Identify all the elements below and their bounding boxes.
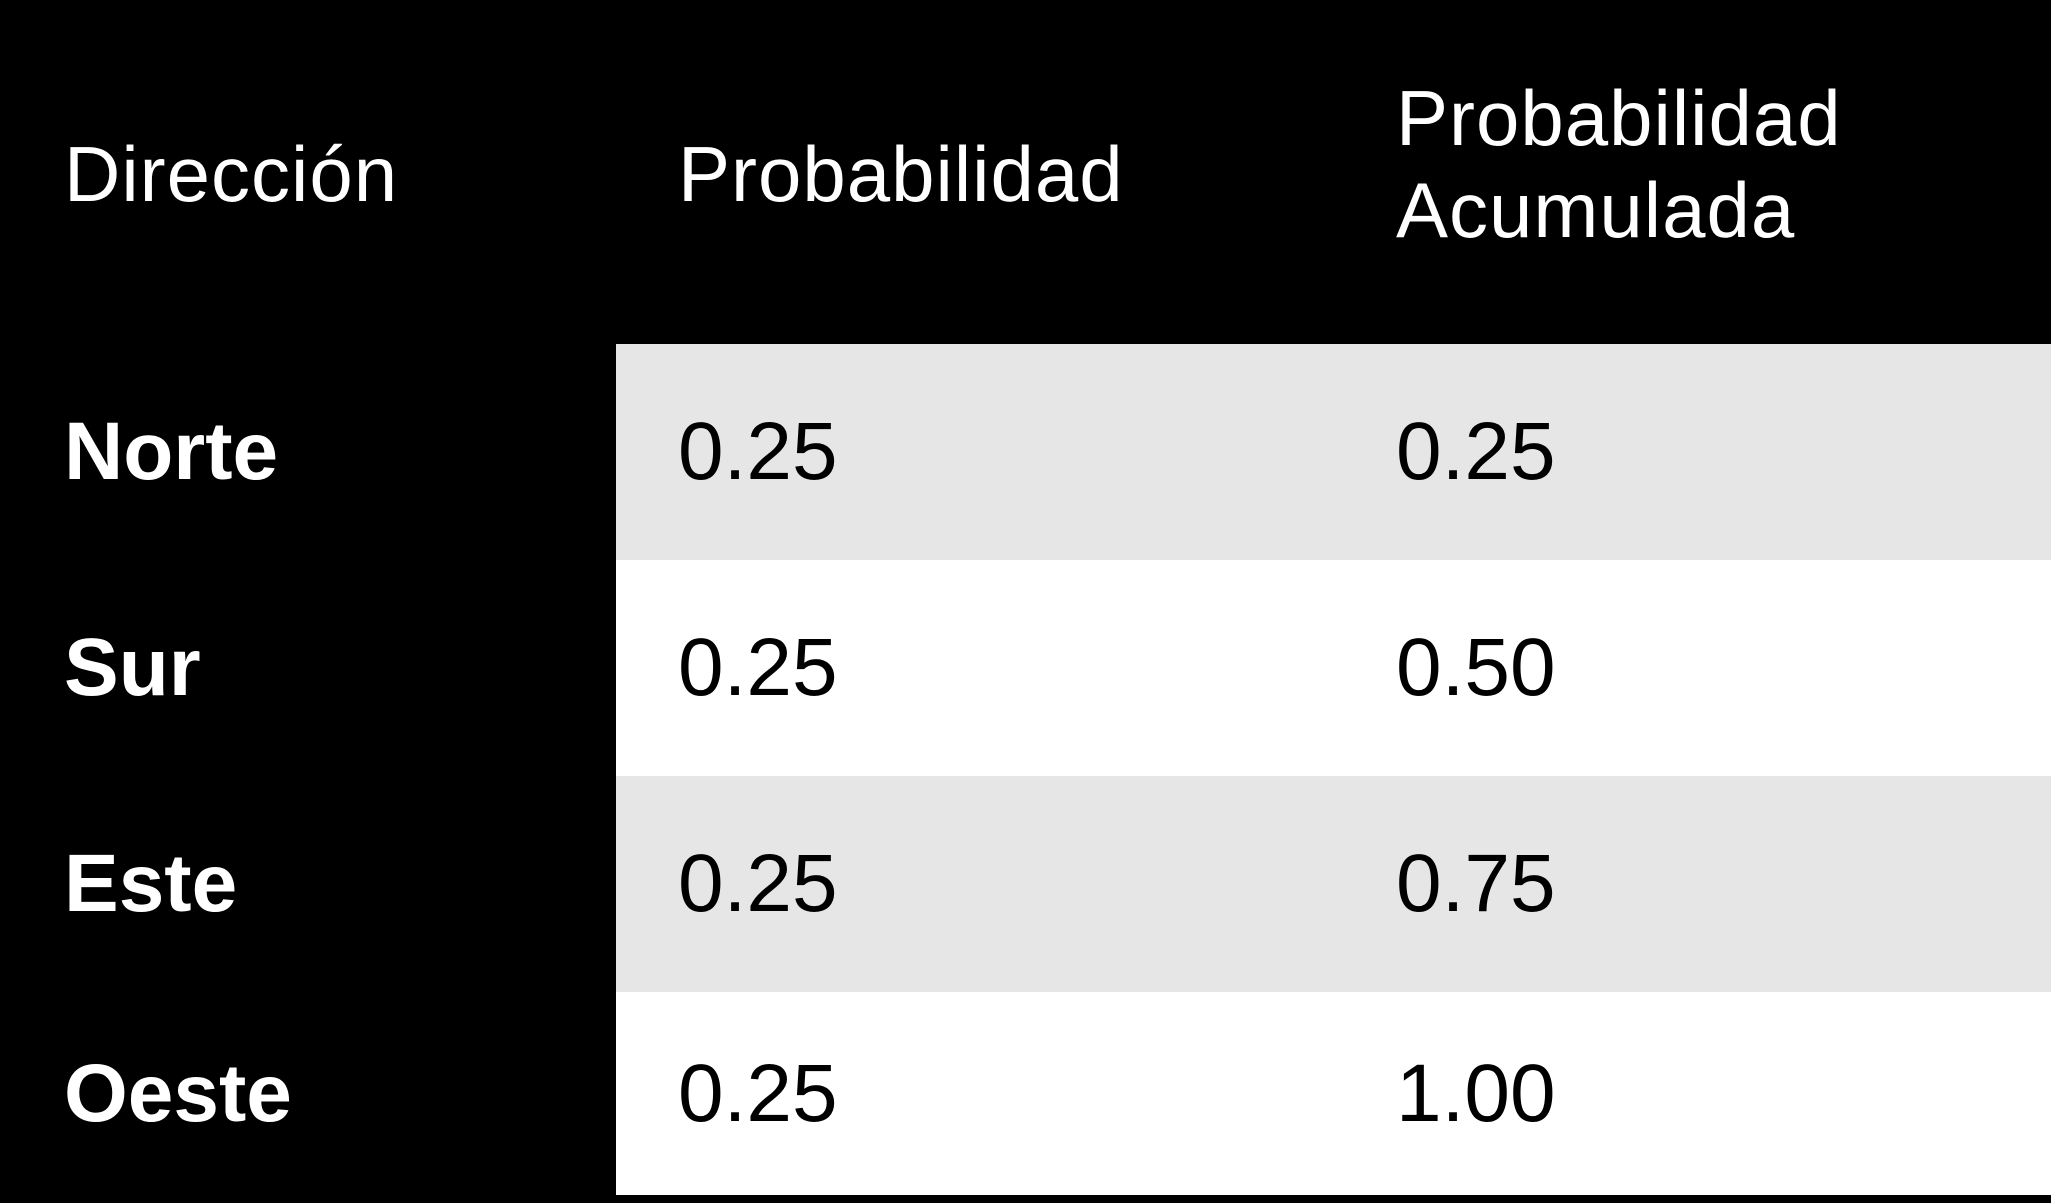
header-probabilidad-acumulada-line1: Probabilidad — [1396, 74, 1842, 162]
table-header-row: Dirección Probabilidad Probabilidad Acum… — [0, 0, 2051, 344]
table-row: Sur 0.25 0.50 — [0, 560, 2051, 776]
cell-direccion: Sur — [64, 622, 201, 713]
header-probabilidad-acumulada-line2: Acumulada — [1396, 166, 1796, 254]
row-label-cell — [0, 560, 616, 776]
cell-acumulada: 1.00 — [1396, 1047, 1556, 1139]
row-value-area — [616, 344, 2051, 560]
row-value-area — [616, 560, 2051, 776]
row-value-area — [616, 776, 2051, 992]
table-row: Oeste 0.25 1.00 — [0, 992, 2051, 1195]
row-value-area — [616, 992, 2051, 1195]
cell-probabilidad: 0.25 — [678, 622, 838, 713]
header-direccion: Dirección — [64, 130, 399, 218]
header-probabilidad: Probabilidad — [678, 130, 1124, 218]
row-label-cell — [0, 776, 616, 992]
cell-direccion: Norte — [64, 406, 279, 497]
cell-direccion: Este — [64, 838, 238, 929]
cell-probabilidad: 0.25 — [678, 406, 838, 497]
cell-probabilidad: 0.25 — [678, 1047, 838, 1139]
cell-direccion: Oeste — [64, 1047, 292, 1139]
row-label-cell — [0, 992, 616, 1195]
cell-probabilidad: 0.25 — [678, 838, 838, 929]
cell-acumulada: 0.25 — [1396, 406, 1556, 497]
cell-acumulada: 0.75 — [1396, 838, 1556, 929]
row-label-cell — [0, 344, 616, 560]
table-row: Norte 0.25 0.25 — [0, 344, 2051, 560]
table-row: Este 0.25 0.75 — [0, 776, 2051, 992]
cell-acumulada: 0.50 — [1396, 622, 1556, 713]
header-probabilidad-acumulada: Probabilidad Acumulada — [1396, 72, 1916, 256]
